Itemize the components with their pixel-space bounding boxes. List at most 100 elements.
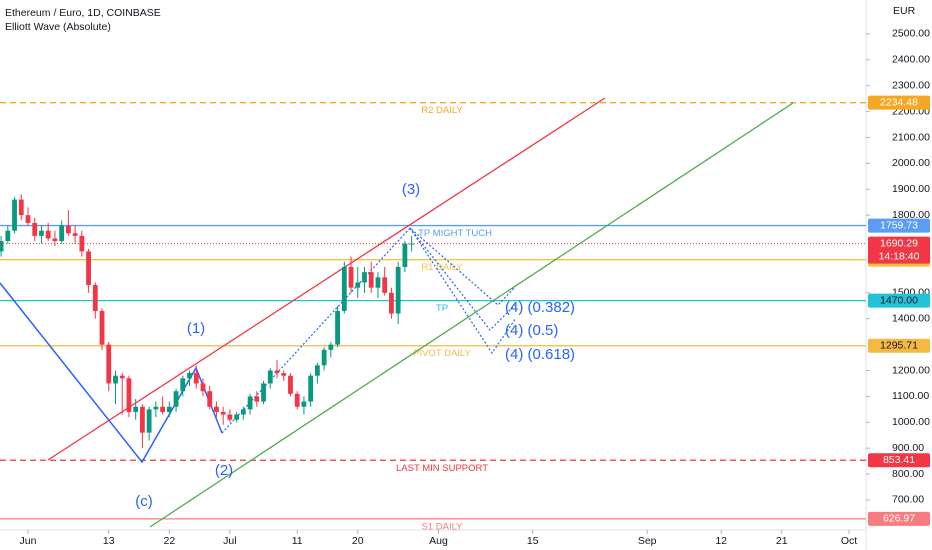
price-badge [868,338,930,353]
y-tick-label: 1000.00 [892,416,930,428]
y-tick-label: 1400.00 [892,313,930,325]
y-tick-label: 900.00 [892,442,924,454]
wave-projection-2 [409,227,516,331]
candle-body [86,251,91,286]
candle-body [173,391,179,407]
candle-body [0,241,4,252]
x-tick-label: 11 [292,535,303,547]
candle-body [113,375,118,384]
candle-body [240,409,246,415]
candle-body [314,365,320,376]
candle-body [12,199,17,231]
candle-body [274,370,280,374]
wave-label: (4) (0.5) [505,322,558,339]
candle-body [214,406,219,412]
wave-label: (c) [135,493,153,510]
y-tick-label: 2500.00 [892,28,930,40]
candle-body [234,414,240,420]
indicator-name: Elliott Wave (Absolute) [5,21,111,33]
candle-body [294,393,300,407]
candle-body [247,396,253,410]
x-tick-label: Aug [429,535,448,547]
candle-body [207,391,213,407]
candle-body [160,406,165,412]
level-label: TP [436,303,448,314]
candle-body [119,375,125,379]
level-label: PIVOT DAILY [413,348,471,359]
wave-label: (2) [215,462,233,479]
price-badge [868,293,930,308]
candle-body [308,375,314,402]
candle-body [25,215,31,223]
y-tick-label: 1100.00 [892,390,929,402]
candle-body [254,396,260,402]
x-tick-label: 20 [352,535,364,547]
candle-body [18,199,24,216]
x-tick-label: Jul [223,535,236,547]
candle-body [32,222,38,236]
price-badge-label: 1470.00 [880,294,918,306]
candle-body [65,225,71,234]
channel-upper [47,97,606,461]
wave-projection-1 [221,227,516,434]
wave-projection-3 [409,227,517,355]
candle-body [368,272,374,288]
candle-body [389,292,394,314]
y-tick-label: 1800.00 [892,209,930,221]
candle-body [200,383,206,392]
candle-body [362,272,367,283]
chart-title: Ethereum / Euro, 1D, COINBASE [5,7,161,19]
wave-label: (4) (0.382) [505,299,575,316]
candle-body [106,344,112,384]
candle-body [281,373,287,376]
price-badge [868,95,930,110]
price-badge-label: 2234.48 [880,96,918,108]
y-tick-label: 1900.00 [892,183,930,195]
wave-label: (1) [187,320,205,337]
wave-label: (4) (0.618) [505,346,575,363]
last-price-badge [868,236,930,264]
x-tick-label: 21 [776,535,788,547]
price-badge-label: 1295.71 [880,340,918,352]
candle-body [288,375,293,394]
x-tick-label: 15 [527,535,539,547]
candle-body [355,282,361,288]
candle-body [166,406,172,412]
x-tick-label: 22 [163,535,175,547]
x-tick-label: 12 [715,535,727,547]
candle-body [395,266,401,314]
price-badge [868,218,930,233]
candle-body [341,266,347,311]
countdown: 14:18:40 [879,250,920,262]
candle-body [126,378,132,412]
y-tick-label: 700.00 [892,494,924,506]
candle-body [220,411,226,415]
x-tick-label: Oct [841,535,857,547]
y-tick-label: 2400.00 [892,54,930,66]
candle-body [140,406,145,433]
candle-body [72,233,78,236]
candle-body [180,378,186,392]
candle-body [328,344,334,350]
candle-body [153,406,159,410]
y-tick-label: 2100.00 [892,131,930,143]
candle-body [335,310,340,345]
wave-label: (3) [402,181,420,198]
candle-body [227,414,233,420]
candle-body [187,373,192,379]
price-badge [868,511,930,526]
level-label: S1 DAILY [421,521,463,532]
candle-body [301,401,307,407]
candle-body [146,409,152,433]
candle-body [348,266,354,288]
level-label: R2 DAILY [421,105,463,116]
y-tick-label: 1200.00 [892,364,930,376]
channel-lower [149,102,794,528]
candle-body [267,370,273,384]
candle-body [39,230,44,236]
candle-body [193,373,199,384]
price-badge-label: 1759.73 [880,219,918,231]
candle-body [261,383,266,402]
